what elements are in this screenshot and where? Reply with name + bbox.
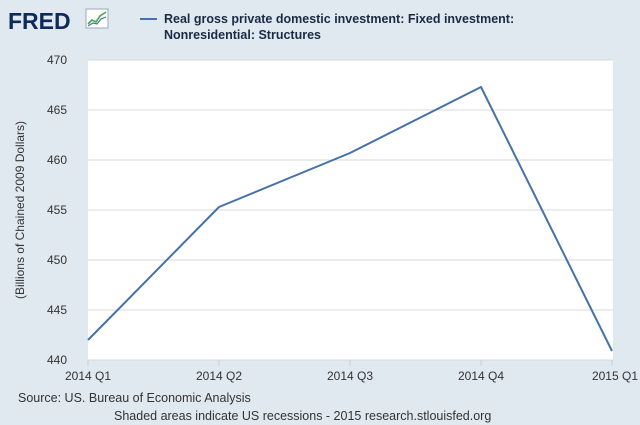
source-text: Source: US. Bureau of Economic Analysis (18, 391, 251, 405)
legend: Real gross private domestic investment: … (140, 12, 514, 42)
series-line[interactable] (87, 86, 613, 352)
gridlines (88, 59, 613, 361)
x-tick-label: 2014 Q2 (196, 369, 242, 383)
y-tick-label: 465 (47, 103, 67, 117)
x-tick-label: 2015 Q1 (592, 369, 638, 383)
data-point[interactable] (216, 204, 222, 210)
fred-logo[interactable]: FRED (8, 8, 71, 34)
legend-label-line1: Real gross private domestic investment: … (164, 12, 514, 26)
data-point[interactable] (609, 348, 615, 354)
y-axis-title: (Billions of Chained 2009 Dollars) (13, 121, 27, 299)
y-tick-label: 445 (47, 303, 67, 317)
y-axis: 440 445 450 455 460 465 470 (47, 53, 67, 367)
y-tick-label: 455 (47, 203, 67, 217)
data-point[interactable] (478, 84, 484, 90)
y-tick-label: 450 (47, 253, 67, 267)
line-graph-icon (85, 8, 109, 29)
data-point[interactable] (85, 337, 91, 343)
legend-label-line2: Nonresidential: Structures (164, 28, 321, 42)
series (85, 84, 615, 354)
x-tick-label: 2014 Q1 (65, 369, 111, 383)
y-tick-label: 460 (47, 153, 67, 167)
y-tick-label: 470 (47, 53, 67, 67)
data-point[interactable] (347, 150, 353, 156)
x-tick-label: 2014 Q4 (458, 369, 504, 383)
y-tick-label: 440 (47, 353, 67, 367)
x-axis: 2014 Q1 2014 Q2 2014 Q3 2014 Q4 2015 Q1 (65, 360, 638, 383)
recession-note[interactable]: Shaded areas indicate US recessions - 20… (114, 409, 491, 423)
x-tick-label: 2014 Q3 (327, 369, 373, 383)
